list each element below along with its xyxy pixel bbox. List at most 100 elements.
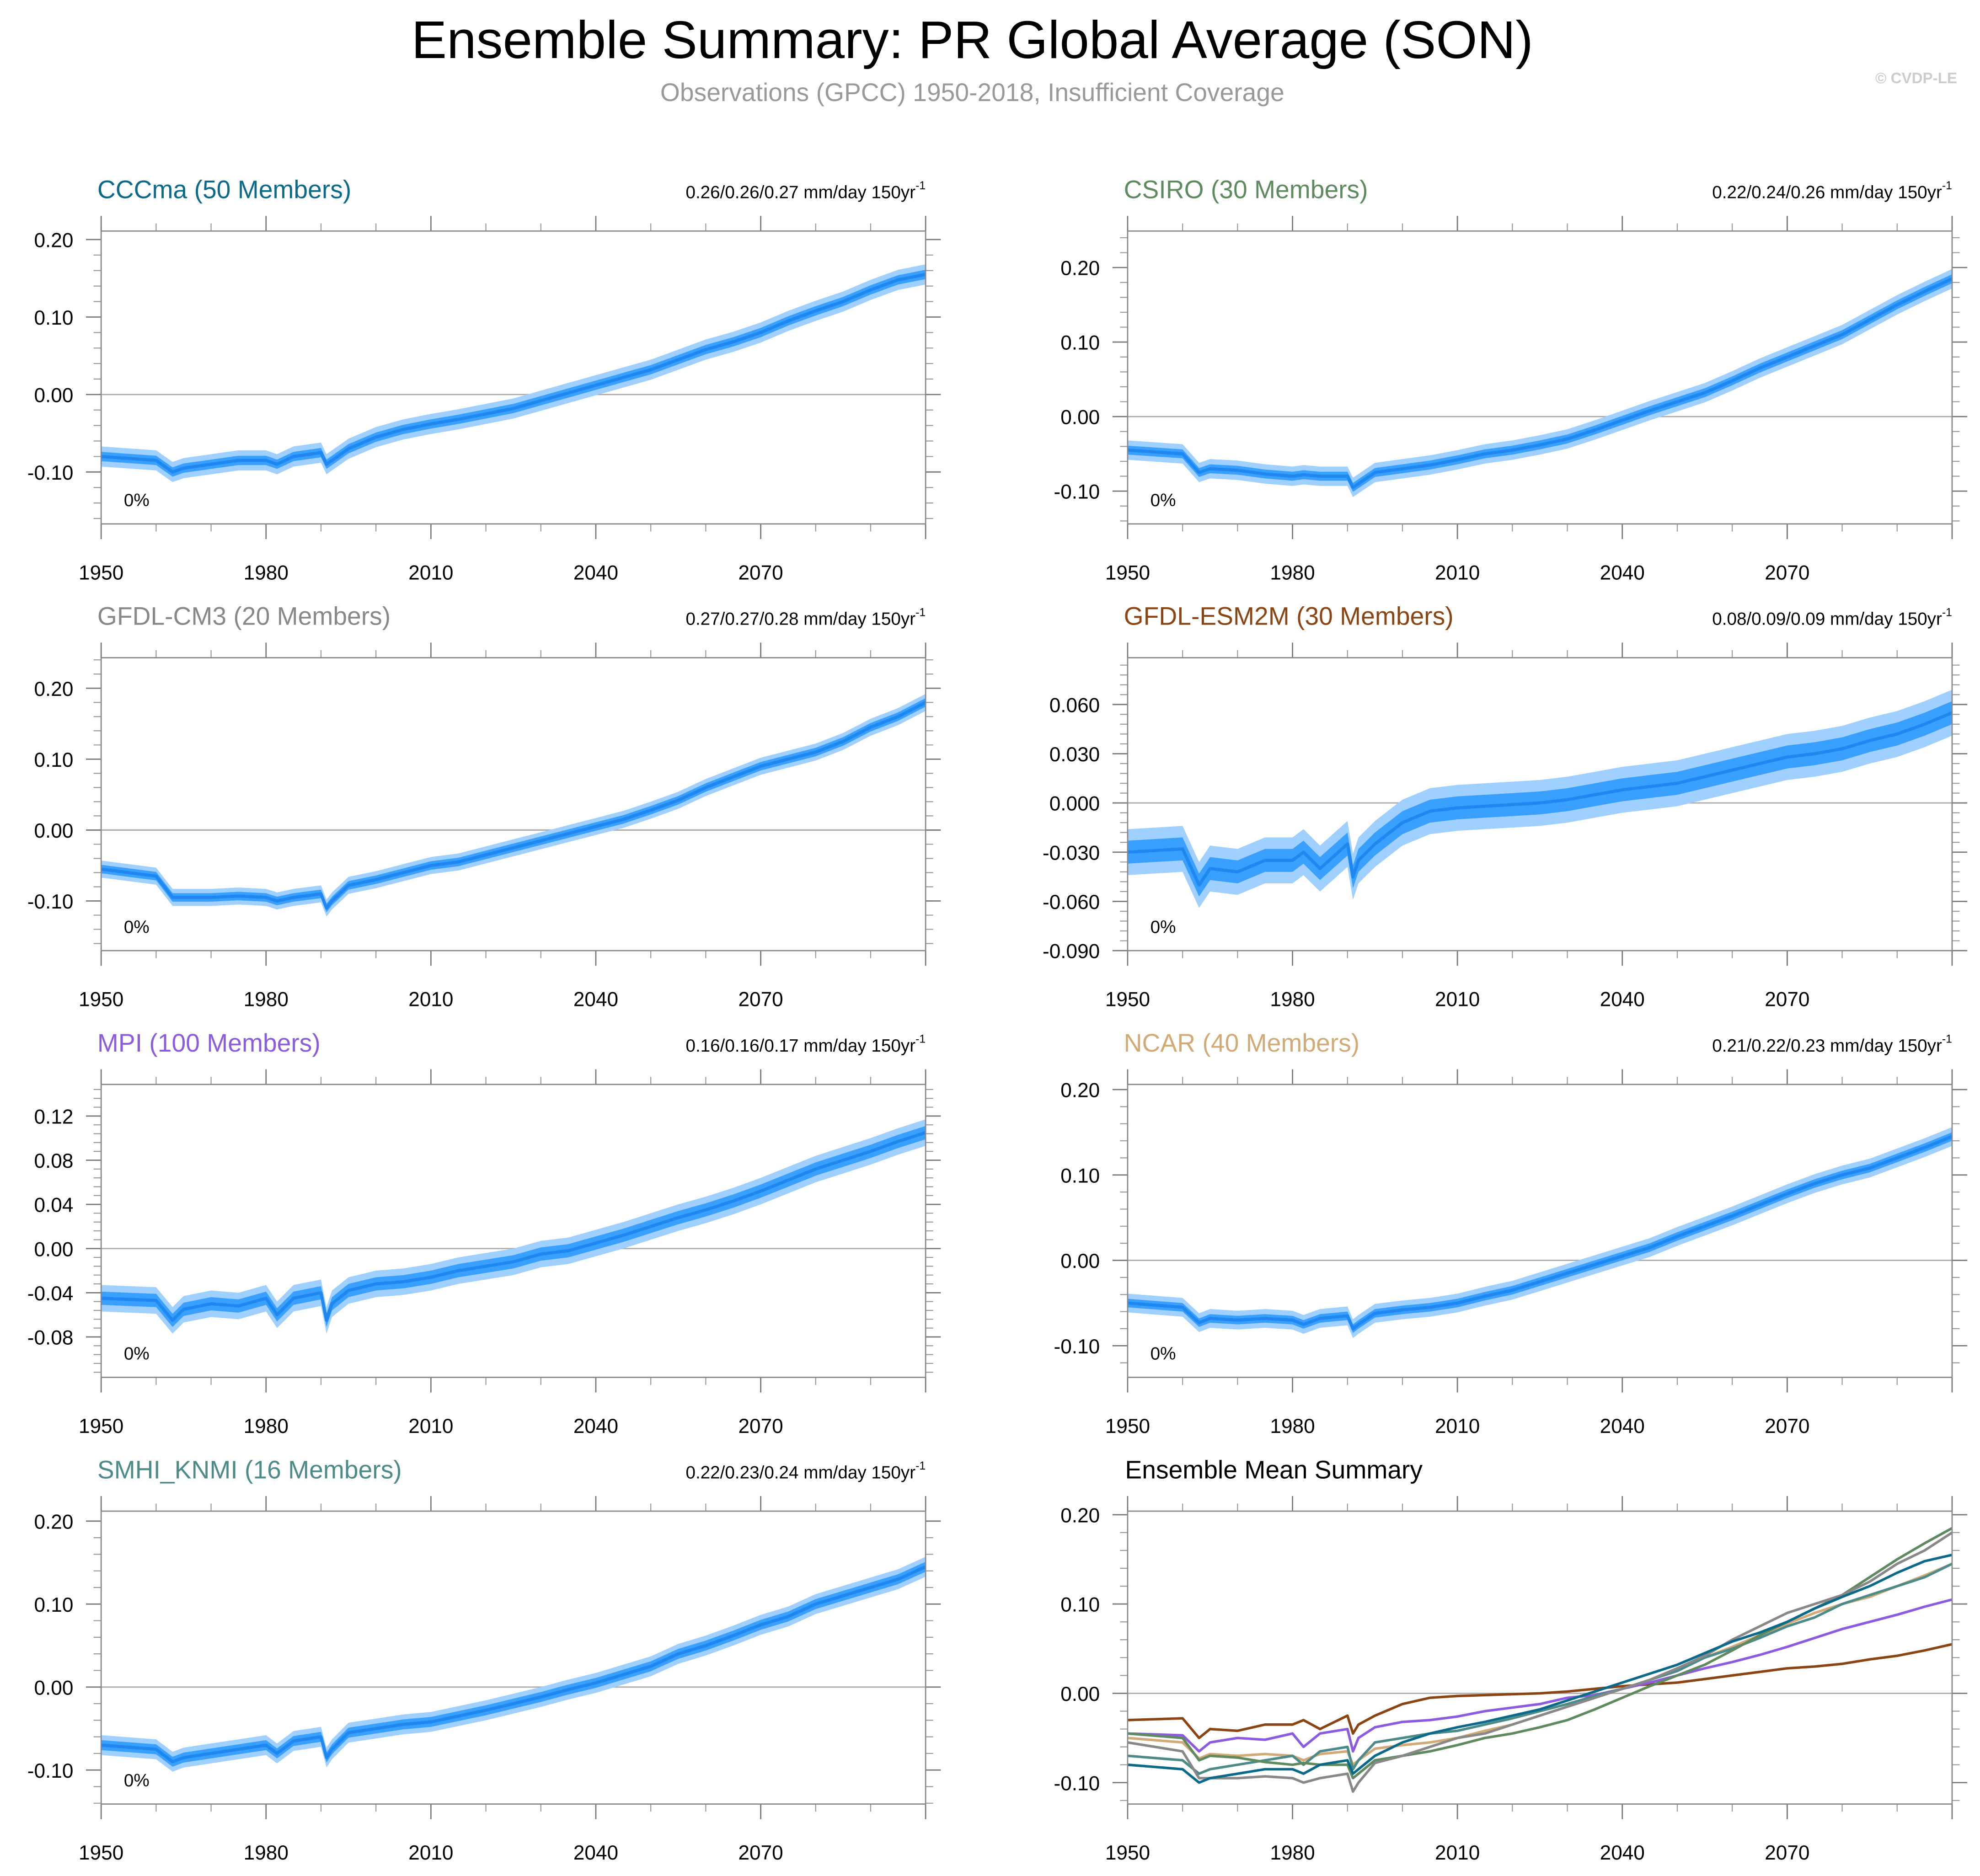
figure-subtitle: Observations (GPCC) 1950-2018, Insuffici… bbox=[660, 78, 1284, 107]
x-tick-label: 2010 bbox=[1435, 989, 1480, 1011]
trend-value: 0.26/0.26/0.27 mm/day 150yr bbox=[685, 182, 915, 202]
panel-title: CCCma (50 Members) bbox=[97, 175, 351, 203]
y-tick-label: -0.10 bbox=[27, 1760, 74, 1782]
trend-label: 0.22/0.24/0.26 mm/day 150yr-1 bbox=[1712, 180, 1952, 202]
x-tick-label: 2040 bbox=[573, 989, 618, 1011]
trend-value: 0.08/0.09/0.09 mm/day 150yr bbox=[1712, 609, 1942, 629]
x-tick-label: 2040 bbox=[1600, 561, 1645, 584]
y-tick-label: 0.10 bbox=[34, 307, 73, 329]
x-tick-label: 1980 bbox=[244, 561, 289, 584]
y-tick-label: 0.20 bbox=[1060, 1080, 1100, 1102]
x-tick-label: 2040 bbox=[1600, 989, 1645, 1011]
x-tick-label: 1950 bbox=[79, 989, 123, 1011]
panel-gfdl-cm3: 0.20 0.10 0.00 -0.10 1950 1980 2010 2040 2070 GFD… bbox=[27, 602, 941, 1011]
trend-label: 0.08/0.09/0.09 mm/day 150yr-1 bbox=[1712, 606, 1952, 629]
percent-label: 0% bbox=[124, 917, 150, 937]
y-tick-label: 0.20 bbox=[1060, 1504, 1100, 1527]
x-tick-label: 2070 bbox=[1765, 1415, 1809, 1438]
x-tick-label: 1980 bbox=[1270, 1842, 1315, 1864]
panel-smhi_knmi: 0.20 0.10 0.00 -0.10 1950 1980 2010 2040 2070 SMH… bbox=[27, 1455, 941, 1864]
plot-frame bbox=[1127, 1510, 1953, 1805]
panel-csiro: 0.20 0.10 0.00 -0.10 1950 1980 2010 2040 2070 CSI… bbox=[1054, 175, 1968, 584]
summary-line-smhi_knmi bbox=[1127, 1562, 1953, 1775]
inner-spread-band bbox=[1127, 701, 1952, 897]
outer-spread-band bbox=[1127, 269, 1952, 497]
x-tick-label: 2010 bbox=[408, 989, 453, 1011]
ensemble-mean-line bbox=[101, 273, 926, 474]
trend-exponent: -1 bbox=[1942, 606, 1952, 619]
trend-value: 0.22/0.24/0.26 mm/day 150yr bbox=[1712, 182, 1942, 202]
inner-spread-band bbox=[1127, 1132, 1952, 1333]
x-tick-label: 2040 bbox=[1600, 1415, 1645, 1438]
y-tick-label: 0.20 bbox=[34, 229, 73, 251]
inner-spread-band bbox=[101, 698, 926, 913]
inner-spread-band bbox=[101, 1561, 926, 1767]
plot-frame bbox=[100, 1510, 926, 1805]
x-tick-label: 2010 bbox=[1435, 1415, 1480, 1438]
x-tick-label: 1950 bbox=[79, 1415, 123, 1438]
panel-title: CSIRO (30 Members) bbox=[1124, 175, 1368, 203]
ensemble-mean-line bbox=[101, 701, 926, 910]
inner-spread-band bbox=[101, 1126, 926, 1327]
x-tick-label: 2010 bbox=[408, 1415, 453, 1438]
y-tick-label: 0.00 bbox=[1060, 1250, 1100, 1272]
panel-title: GFDL-CM3 (20 Members) bbox=[97, 602, 391, 631]
plot-frame bbox=[100, 657, 926, 951]
x-tick-label: 2010 bbox=[1435, 561, 1480, 584]
trend-exponent: -1 bbox=[1942, 180, 1952, 192]
y-tick-label: 0.10 bbox=[1060, 332, 1100, 354]
y-tick-label: 0.20 bbox=[1060, 257, 1100, 280]
y-tick-label: 0.00 bbox=[34, 1238, 73, 1261]
trend-exponent: -1 bbox=[915, 1460, 926, 1472]
outer-spread-band bbox=[101, 1556, 926, 1772]
ensemble-mean-line bbox=[1127, 711, 1953, 887]
trend-exponent: -1 bbox=[915, 180, 926, 192]
x-tick-label: 1950 bbox=[1105, 561, 1150, 584]
panel-title: MPI (100 Members) bbox=[97, 1029, 321, 1057]
plot-frame bbox=[100, 1084, 926, 1378]
y-tick-label: 0.10 bbox=[34, 1594, 73, 1616]
summary-line-ncar bbox=[1127, 1562, 1953, 1766]
figure-title: Ensemble Summary: PR Global Average (SON… bbox=[412, 10, 1533, 69]
trend-value: 0.16/0.16/0.17 mm/day 150yr bbox=[685, 1036, 915, 1056]
y-tick-label: 0.20 bbox=[34, 678, 73, 700]
panel-ncar: 0.20 0.10 0.00 -0.10 1950 1980 2010 2040 2070 NCA… bbox=[1054, 1029, 1968, 1438]
x-tick-label: 1950 bbox=[79, 561, 123, 584]
summary-line-mpi bbox=[1127, 1598, 1953, 1753]
trend-exponent: -1 bbox=[915, 606, 926, 619]
plot-frame bbox=[1127, 230, 1953, 525]
trend-label: 0.21/0.22/0.23 mm/day 150yr-1 bbox=[1712, 1033, 1952, 1056]
y-tick-label: 0.00 bbox=[34, 820, 73, 842]
x-tick-label: 1980 bbox=[1270, 989, 1315, 1011]
x-tick-label: 1950 bbox=[1105, 989, 1150, 1011]
x-tick-label: 2070 bbox=[1765, 989, 1809, 1011]
summary-title: Ensemble Mean Summary bbox=[1125, 1455, 1423, 1484]
ensemble-mean-line bbox=[1127, 1135, 1953, 1331]
ensemble-mean-line bbox=[101, 1565, 926, 1764]
y-tick-label: -0.030 bbox=[1043, 842, 1100, 864]
x-tick-label: 2070 bbox=[1765, 561, 1809, 584]
percent-label: 0% bbox=[1151, 1344, 1176, 1364]
panel-title: NCAR (40 Members) bbox=[1124, 1029, 1359, 1057]
trend-value: 0.27/0.27/0.28 mm/day 150yr bbox=[685, 609, 915, 629]
outer-spread-band bbox=[101, 264, 926, 482]
ensemble-mean-line bbox=[101, 1131, 926, 1322]
x-tick-label: 1980 bbox=[1270, 1415, 1315, 1438]
outer-spread-band bbox=[1127, 1127, 1952, 1338]
x-tick-label: 2040 bbox=[573, 1415, 618, 1438]
x-tick-label: 2010 bbox=[1435, 1842, 1480, 1864]
x-tick-label: 1950 bbox=[1105, 1842, 1150, 1864]
y-tick-label: 0.060 bbox=[1049, 694, 1100, 716]
summary-line-gfdl-cm3 bbox=[1127, 1531, 1953, 1793]
y-tick-label: -0.08 bbox=[27, 1327, 74, 1349]
x-tick-label: 1980 bbox=[244, 989, 289, 1011]
y-tick-label: 0.00 bbox=[34, 1677, 73, 1699]
panel-gfdl-esm2m: 0.060 0.030 0.000 -0.030 -0.060 -0.090 1950 198… bbox=[1043, 602, 1968, 1011]
trend-label: 0.27/0.27/0.28 mm/day 150yr-1 bbox=[685, 606, 926, 629]
x-tick-label: 2040 bbox=[573, 561, 618, 584]
percent-label: 0% bbox=[1151, 917, 1176, 937]
plot-frame bbox=[100, 230, 926, 525]
trend-exponent: -1 bbox=[915, 1033, 926, 1046]
x-tick-label: 2070 bbox=[738, 561, 783, 584]
